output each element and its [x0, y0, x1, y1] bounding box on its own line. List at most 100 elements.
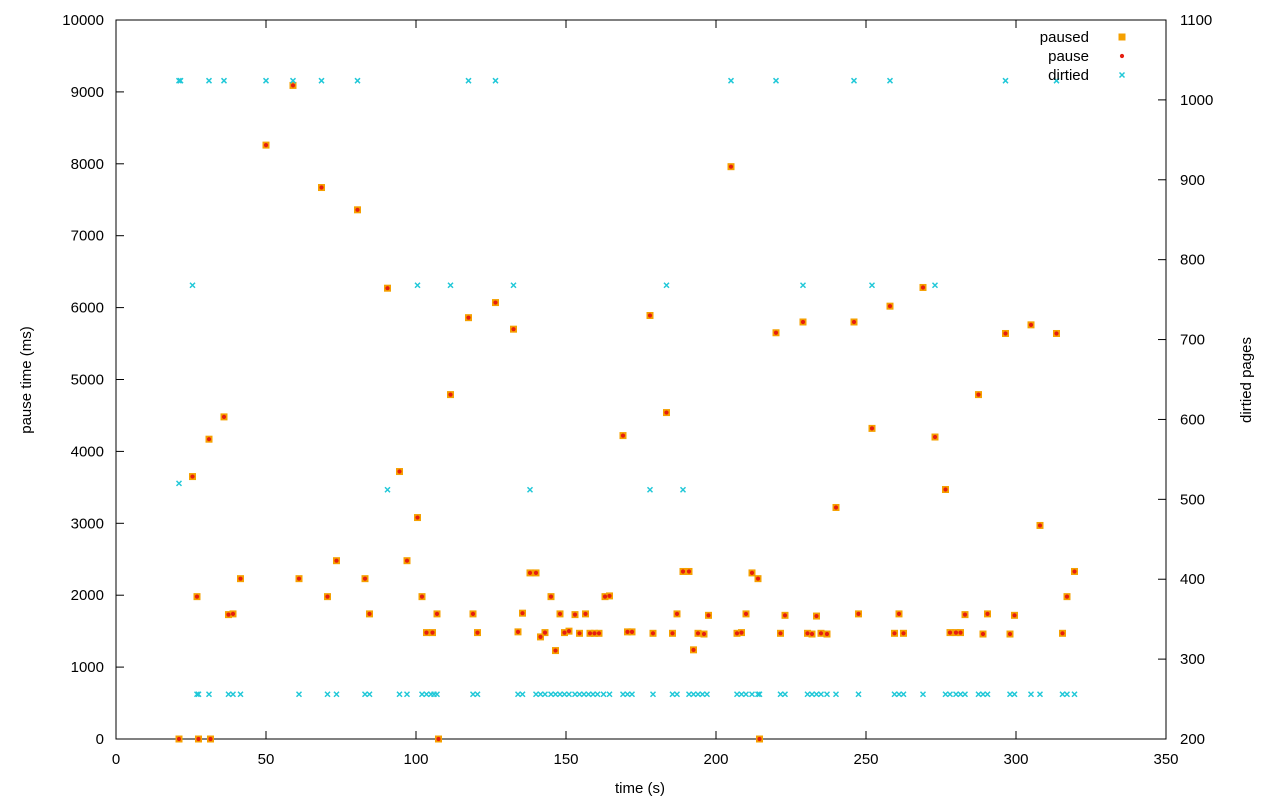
pause-point — [263, 143, 269, 148]
y-tick-label: 3000 — [71, 515, 104, 532]
dirtied-point — [984, 691, 991, 698]
pause-point — [226, 612, 231, 617]
pause-point — [1064, 594, 1070, 599]
dirtied-point — [673, 691, 681, 698]
dirtied-point — [237, 691, 244, 698]
dirtied-point — [556, 691, 564, 698]
dirtied-point — [850, 77, 858, 84]
dirtied-point — [552, 691, 559, 698]
y2-axis-label: dirtied pages — [1238, 337, 1255, 423]
dirtied-point — [823, 691, 831, 698]
pause-point — [583, 611, 588, 616]
dirtied-point — [195, 691, 202, 698]
pause-point — [404, 558, 410, 563]
dirtied-point — [532, 691, 540, 698]
dirtied-point — [220, 77, 228, 84]
y2-tick-label: 200 — [1180, 731, 1205, 748]
pause-point — [943, 487, 948, 492]
dirtied-point — [418, 691, 426, 698]
dirtied-point — [957, 691, 964, 698]
axis-ticks — [115, 19, 1167, 740]
pause-point — [625, 629, 630, 634]
pause-point — [805, 631, 810, 636]
dirtied-point — [324, 691, 331, 698]
dirtied-point — [663, 282, 670, 289]
pause-point — [221, 414, 227, 419]
y-axis-label: pause time (ms) — [18, 326, 35, 434]
dirtied-point — [619, 691, 627, 698]
dirtied-point — [756, 691, 763, 698]
y2-tick-label: 800 — [1180, 252, 1205, 269]
pause-point — [572, 612, 578, 617]
pause-point — [1007, 631, 1013, 637]
dirtied-point — [777, 691, 784, 698]
y-tick-label: 9000 — [71, 84, 104, 101]
pause-point — [553, 648, 558, 653]
dirtied-point — [514, 691, 522, 698]
dirtied-point — [694, 691, 702, 698]
dirtied-point — [813, 691, 820, 698]
pause-point — [980, 631, 986, 637]
pause-point — [976, 392, 981, 397]
legend: paused pause dirtied — [1040, 29, 1126, 84]
y2-tick-label: 1000 — [1180, 92, 1213, 109]
pause-point — [493, 300, 498, 305]
y-tick-label: 8000 — [71, 156, 104, 173]
dirtied-point — [931, 282, 939, 289]
pause-point — [577, 631, 582, 636]
dirtied-point — [295, 691, 303, 698]
pause-point — [896, 611, 902, 616]
pause-point — [706, 613, 711, 618]
pause-point — [397, 469, 402, 474]
dirtied-point — [541, 691, 549, 698]
pause-point — [562, 630, 567, 635]
pause-point — [415, 515, 420, 520]
pause-point — [319, 185, 324, 190]
dirtied-point — [772, 77, 780, 84]
pause-point — [1028, 322, 1034, 327]
pause-point — [739, 630, 744, 635]
pause-point — [587, 631, 593, 636]
pause-point — [592, 631, 597, 636]
legend-marker-pause — [1119, 53, 1125, 59]
x-axis-label: time (s) — [615, 780, 665, 797]
y2-tick-label: 400 — [1180, 571, 1205, 588]
y-tick-label: 5000 — [71, 372, 104, 389]
dirtied-point — [685, 691, 693, 698]
y2-tick-label: 700 — [1180, 332, 1205, 349]
pause-point — [680, 569, 686, 574]
dirtied-point — [175, 77, 183, 84]
dirtied-point — [886, 77, 894, 84]
dirtied-point — [1011, 691, 1018, 698]
dirtied-point — [403, 691, 411, 698]
pause-point — [1037, 523, 1043, 528]
pause-point — [814, 613, 819, 619]
axis-tick-labels: 0 50 100 150 200 250 300 350 0 1000 2000 3000 4000 50… — [62, 12, 1213, 768]
pause-point — [800, 319, 806, 325]
y-tick-label: 10000 — [62, 12, 104, 29]
pause-point — [362, 576, 368, 581]
pause-point — [1054, 331, 1059, 336]
y2-tick-label: 1100 — [1180, 12, 1212, 29]
dirtied-point — [519, 691, 526, 698]
dirtied-point — [900, 691, 907, 698]
series-pause — [176, 83, 1077, 742]
pause-point — [701, 631, 707, 637]
pause-point — [196, 736, 201, 742]
pause-point — [728, 164, 734, 169]
dirtied-point — [832, 691, 840, 698]
dirtied-point — [547, 691, 555, 698]
dirtied-point — [979, 691, 987, 698]
pause-point — [176, 736, 182, 742]
dirtied-point — [433, 691, 441, 698]
pause-point — [647, 313, 653, 318]
dirtied-point — [946, 691, 954, 698]
x-tick-label: 150 — [553, 751, 578, 768]
pause-point — [695, 631, 701, 636]
pause-point — [856, 611, 861, 616]
pause-point — [230, 611, 236, 616]
pause-point — [419, 594, 425, 599]
legend-label-pause: pause — [1048, 48, 1089, 65]
pause-point — [664, 410, 669, 415]
